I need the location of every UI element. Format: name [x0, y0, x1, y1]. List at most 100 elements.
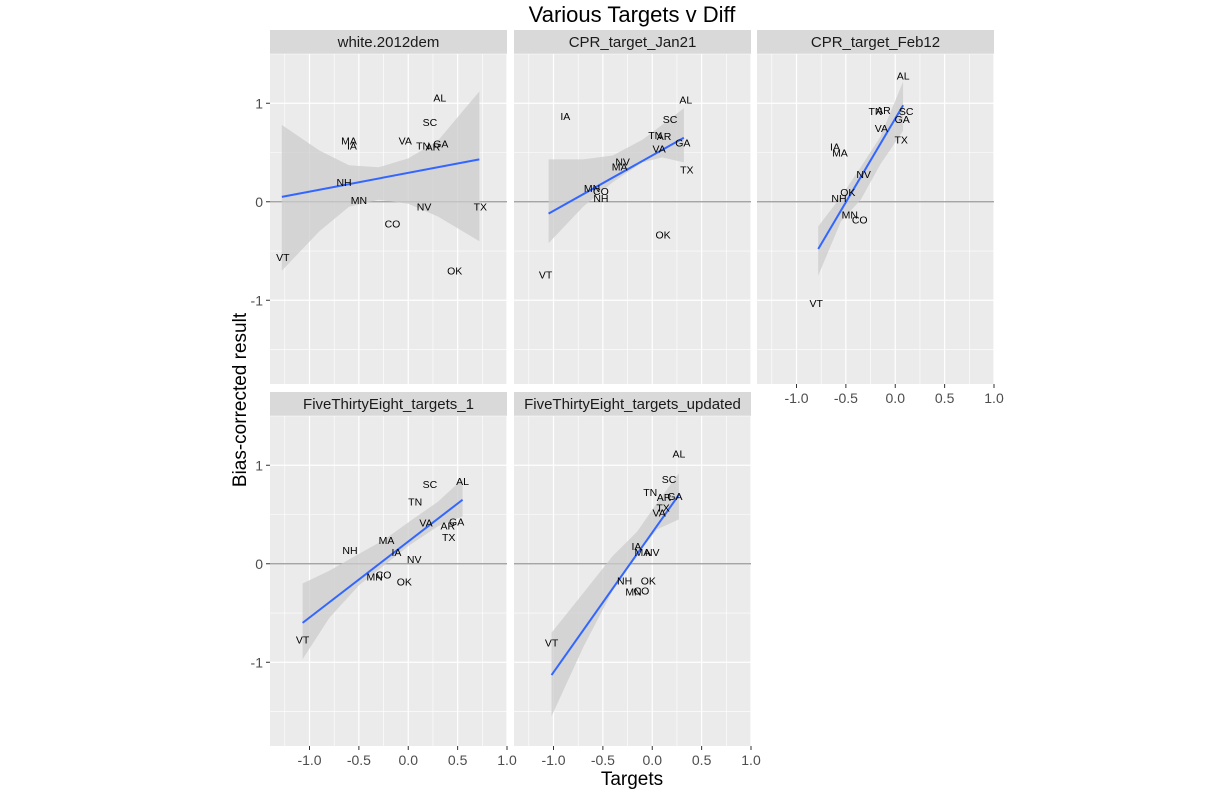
- point-label-NV: NV: [615, 156, 630, 168]
- x-tick-label: 0.0: [886, 390, 906, 406]
- panel-strip-label: FiveThirtyEight_targets_1: [303, 396, 474, 413]
- y-tick-label: 0: [255, 194, 263, 210]
- x-tick-label: 1.0: [497, 752, 517, 768]
- point-label-NH: NH: [831, 193, 846, 205]
- point-label-MA: MA: [379, 535, 395, 547]
- regression-line: [548, 136, 685, 215]
- x-tick-label: -1.0: [541, 752, 565, 768]
- point-label-TN: TN: [648, 130, 662, 142]
- y-tick-label: 1: [255, 95, 263, 111]
- point-label-MN: MN: [351, 195, 367, 207]
- point-label-GA: GA: [449, 516, 464, 528]
- point-label-TX: TX: [442, 532, 455, 544]
- point-label-NV: NV: [407, 554, 422, 566]
- point-label-OK: OK: [840, 187, 855, 199]
- point-label-NH: NH: [342, 545, 357, 557]
- point-label-TN: TN: [408, 497, 422, 509]
- x-tick-label: -0.5: [347, 752, 371, 768]
- point-label-GA: GA: [433, 139, 448, 151]
- point-label-GA: GA: [895, 114, 910, 126]
- x-tick-label: 0.5: [448, 752, 468, 768]
- panel-strip: [757, 30, 994, 54]
- point-label-AR: AR: [876, 105, 891, 117]
- point-label-NH: NH: [336, 177, 351, 189]
- point-label-MN: MN: [842, 210, 858, 222]
- point-label-SC: SC: [662, 474, 677, 486]
- point-label-OK: OK: [447, 266, 462, 278]
- x-tick-label: 1.0: [741, 752, 761, 768]
- panel-strip-label: CPR_target_Feb12: [811, 34, 940, 51]
- point-label-AR: AR: [657, 131, 672, 143]
- point-label-GA: GA: [667, 491, 682, 503]
- point-label-MN: MN: [625, 586, 641, 598]
- point-label-SC: SC: [423, 479, 438, 491]
- panel-strip-label: white.2012dem: [337, 34, 440, 51]
- point-label-MA: MA: [635, 547, 651, 559]
- point-label-NV: NV: [417, 202, 432, 214]
- x-tick-label: 0.0: [643, 752, 663, 768]
- regression-line: [301, 498, 464, 624]
- point-label-OK: OK: [641, 576, 656, 588]
- point-label-VT: VT: [810, 298, 824, 310]
- y-tick-label: -1: [251, 654, 264, 670]
- panel-strip: [270, 392, 507, 416]
- point-label-CO: CO: [634, 585, 650, 597]
- confidence-ribbon: [281, 91, 480, 271]
- point-label-AL: AL: [679, 94, 692, 106]
- point-label-GA: GA: [675, 138, 690, 150]
- point-label-IA: IA: [830, 142, 840, 154]
- point-label-NH: NH: [617, 576, 632, 588]
- point-label-NV: NV: [856, 169, 871, 181]
- point-label-CO: CO: [852, 214, 868, 226]
- y-tick-label: -1: [251, 292, 264, 308]
- point-label-IA: IA: [631, 541, 641, 553]
- point-label-TX: TX: [656, 503, 669, 515]
- point-label-AL: AL: [433, 92, 446, 104]
- regression-line: [281, 158, 480, 198]
- x-tick-label: 0.5: [692, 752, 712, 768]
- point-label-NH: NH: [593, 193, 608, 205]
- y-axis-title: Bias-corrected result: [230, 312, 251, 487]
- chart-title: Various Targets v Diff: [529, 2, 737, 27]
- point-label-TX: TX: [894, 135, 907, 147]
- point-label-MA: MA: [832, 148, 848, 160]
- regression-line: [817, 104, 905, 250]
- point-label-OK: OK: [656, 229, 671, 241]
- confidence-ribbon: [551, 473, 679, 717]
- point-label-CO: CO: [385, 218, 401, 230]
- point-label-SC: SC: [663, 114, 678, 126]
- point-label-OK: OK: [397, 576, 412, 588]
- point-label-MA: MA: [341, 136, 357, 148]
- x-tick-label: 0.0: [399, 752, 419, 768]
- point-label-VA: VA: [875, 123, 888, 135]
- point-label-VA: VA: [653, 508, 666, 520]
- point-label-IA: IA: [347, 141, 357, 153]
- y-tick-label: 1: [255, 457, 263, 473]
- point-label-MN: MN: [584, 183, 600, 195]
- x-tick-label: -1.0: [297, 752, 321, 768]
- panel-strip-label: FiveThirtyEight_targets_updated: [524, 396, 741, 413]
- point-label-MA: MA: [612, 161, 628, 173]
- panel-strip-label: CPR_target_Jan21: [569, 34, 697, 51]
- panel-strip: [514, 392, 751, 416]
- point-label-TN: TN: [869, 106, 883, 118]
- point-label-NV: NV: [645, 547, 660, 559]
- point-label-TN: TN: [416, 141, 430, 153]
- point-label-AL: AL: [672, 448, 685, 460]
- panel-strip: [270, 30, 507, 54]
- point-label-MN: MN: [367, 572, 383, 584]
- point-label-VA: VA: [399, 136, 412, 148]
- point-label-TX: TX: [474, 202, 487, 214]
- regression-line: [550, 494, 680, 676]
- point-label-TX: TX: [680, 164, 693, 176]
- point-label-VT: VT: [539, 270, 553, 282]
- x-tick-label: 0.5: [935, 390, 955, 406]
- point-label-CO: CO: [593, 186, 609, 198]
- point-label-AL: AL: [897, 71, 910, 83]
- x-tick-label: -1.0: [784, 390, 808, 406]
